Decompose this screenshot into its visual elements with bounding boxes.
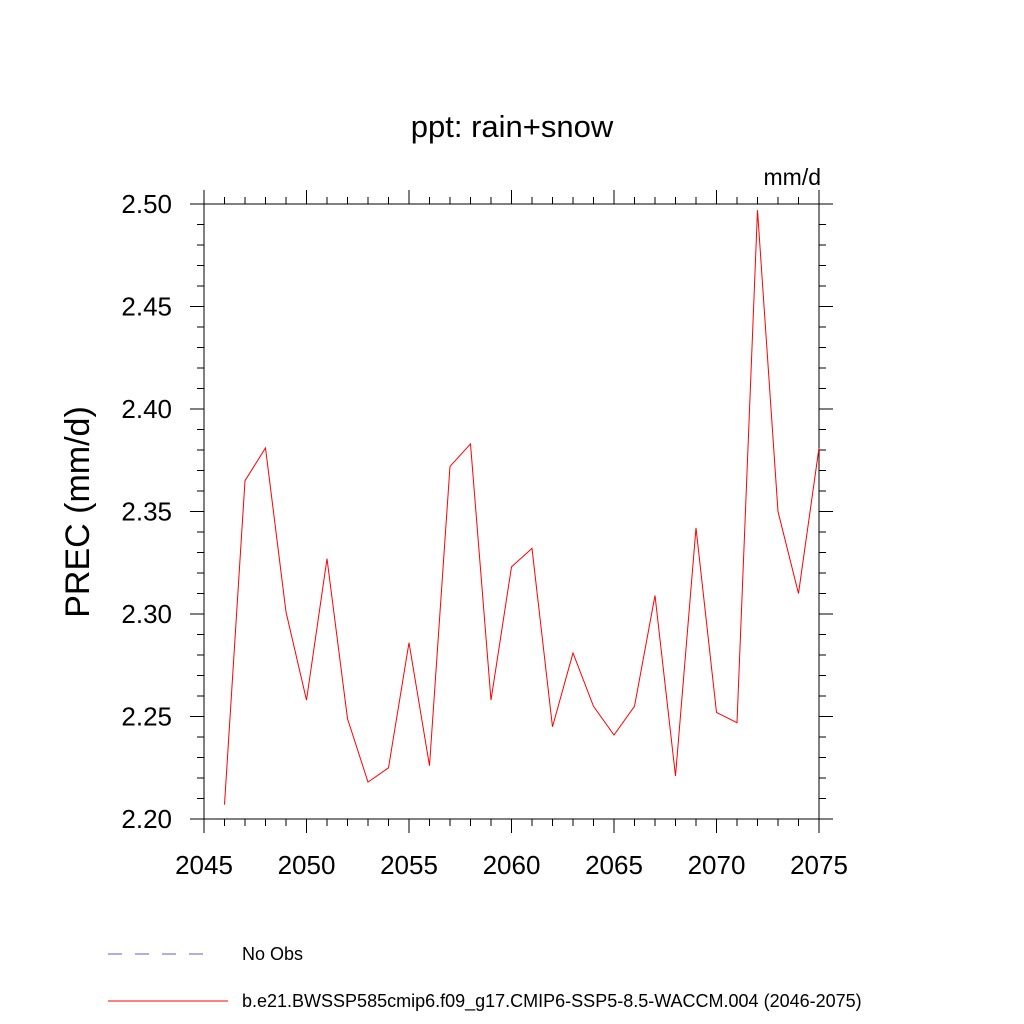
data-point — [674, 775, 677, 778]
data-point — [387, 766, 390, 769]
data-point — [326, 557, 329, 560]
legend-label-no-obs: No Obs — [242, 944, 303, 964]
data-point — [736, 721, 739, 724]
x-tick-label: 2060 — [483, 850, 541, 880]
data-point — [695, 526, 698, 529]
y-tick-label: 2.25 — [121, 702, 172, 732]
data-point — [346, 717, 349, 720]
data-point — [408, 641, 411, 644]
legend: No Obs b.e21.BWSSP585cmip6.f09_g17.CMIP6… — [108, 944, 862, 1012]
data-point — [449, 465, 452, 468]
y-tick-label: 2.30 — [121, 599, 172, 629]
series-lines — [224, 210, 820, 805]
data-point — [756, 209, 759, 212]
data-point — [264, 447, 267, 450]
data-point — [285, 610, 288, 613]
major-ticks — [190, 190, 833, 833]
units-label: mm/d — [764, 164, 822, 190]
y-tick-label: 2.50 — [121, 189, 172, 219]
series-points — [223, 209, 821, 807]
x-tick-label: 2075 — [790, 850, 848, 880]
chart-title: ppt: rain+snow — [411, 109, 614, 144]
data-point — [654, 594, 657, 597]
data-point — [715, 711, 718, 714]
x-tick-label: 2070 — [688, 850, 746, 880]
series-line — [224, 210, 820, 805]
x-tick-label: 2055 — [380, 850, 438, 880]
y-tick-label: 2.20 — [121, 804, 172, 834]
y-tick-label: 2.45 — [121, 292, 172, 322]
y-tick-labels: 2.20 2.25 2.30 2.35 2.40 2.45 2.50 — [121, 189, 172, 834]
legend-label-model-run: b.e21.BWSSP585cmip6.f09_g17.CMIP6-SSP5-8… — [242, 991, 862, 1012]
data-point — [223, 803, 226, 806]
data-point — [592, 705, 595, 708]
data-point — [367, 781, 370, 784]
data-point — [428, 764, 431, 767]
data-point — [797, 592, 800, 595]
data-point — [510, 565, 513, 568]
x-tick-label: 2065 — [585, 850, 643, 880]
y-axis-label: PREC (mm/d) — [59, 406, 97, 618]
x-tick-labels: 2045 2050 2055 2060 2065 2070 2075 — [175, 850, 848, 880]
data-point — [305, 699, 308, 702]
y-tick-label: 2.40 — [121, 394, 172, 424]
data-point — [572, 652, 575, 655]
data-point — [244, 479, 247, 482]
data-point — [818, 447, 821, 450]
minor-ticks — [197, 197, 826, 826]
x-tick-label: 2050 — [278, 850, 336, 880]
data-point — [469, 442, 472, 445]
data-point — [531, 547, 534, 550]
x-tick-label: 2045 — [175, 850, 233, 880]
data-point — [490, 699, 493, 702]
data-point — [551, 725, 554, 728]
plot-frame — [203, 203, 820, 820]
data-point — [613, 734, 616, 737]
y-tick-label: 2.35 — [121, 497, 172, 527]
data-point — [633, 705, 636, 708]
data-point — [777, 510, 780, 513]
